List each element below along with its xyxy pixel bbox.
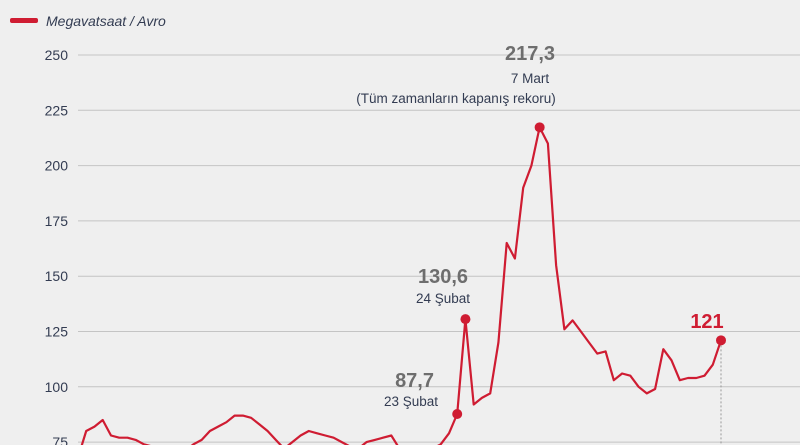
marker-24-subat	[460, 314, 471, 325]
annotation-date-23-subat: 23 Şubat	[384, 394, 438, 409]
annotation-value-23-subat: 87,7	[395, 370, 434, 392]
y-tick-label-250: 250	[45, 47, 69, 63]
annotation-value-24-subat: 130,6	[418, 266, 468, 288]
legend: Megavatsaat / Avro	[10, 13, 166, 29]
marker-latest	[716, 335, 726, 346]
y-tick-label-200: 200	[45, 158, 69, 174]
legend-label: Megavatsaat / Avro	[46, 13, 166, 29]
series-polyline	[80, 126, 723, 445]
y-tick-label-150: 150	[45, 268, 69, 284]
annotation-date-peak-7-mart: 7 Mart	[511, 71, 550, 86]
annotation-value-peak-7-mart: 217,3	[505, 43, 555, 65]
marker-peak-7-mart	[534, 122, 545, 133]
y-axis-tick-labels: 250 225 200 175 150 125 100 75	[45, 47, 69, 445]
annotations: 217,3 7 Mart (Tüm zamanların kapanış rekor…	[356, 43, 726, 445]
legend-swatch	[10, 18, 38, 23]
annotation-date-24-subat: 24 Şubat	[416, 291, 470, 306]
y-tick-label-100: 100	[45, 379, 69, 395]
annotation-value-latest: 121	[690, 311, 723, 333]
y-tick-label-225: 225	[45, 102, 69, 118]
annotation-note-peak-7-mart: (Tüm zamanların kapanış rekoru)	[356, 91, 556, 106]
y-tick-label-125: 125	[45, 324, 69, 340]
y-tick-label-75: 75	[52, 434, 68, 445]
gridlines	[78, 54, 800, 443]
y-tick-label-175: 175	[45, 213, 69, 229]
marker-23-subat	[452, 409, 463, 420]
series-line	[80, 126, 723, 445]
